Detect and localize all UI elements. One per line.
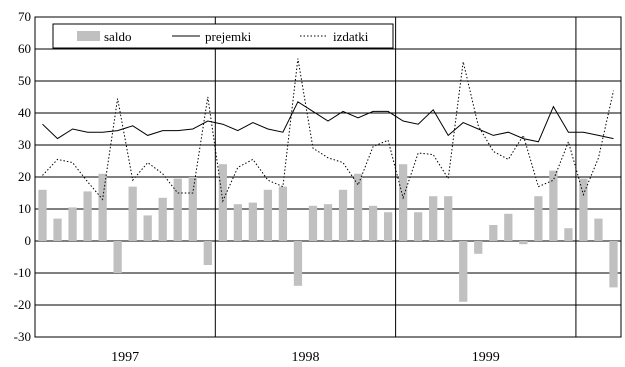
year-label: 1998	[291, 350, 319, 365]
plot-frame	[34, 16, 622, 338]
saldo-bar	[549, 170, 558, 241]
y-tick-label: -20	[14, 297, 31, 312]
y-axis-ticks: -30 -20 -10 0 10 20 30 40 50 60 70	[14, 9, 31, 344]
year-separators	[214, 17, 577, 337]
year-label: 1997	[111, 350, 139, 365]
y-tick-label: 10	[18, 201, 31, 216]
y-tick-label: 60	[18, 41, 31, 56]
saldo-bar	[248, 202, 258, 241]
saldo-bar	[398, 164, 408, 241]
saldo-bar	[278, 186, 288, 241]
saldo-bar	[474, 241, 483, 254]
saldo-bar	[173, 178, 182, 241]
saldo-bar	[444, 196, 453, 241]
saldo-bar	[218, 164, 227, 241]
saldo-bar	[564, 228, 573, 241]
saldo-bar	[519, 241, 528, 245]
legend: saldo prejemki izdatki	[52, 23, 394, 49]
legend-label-prejemki: prejemki	[205, 29, 252, 44]
saldo-bar	[489, 225, 498, 241]
saldo-bar	[68, 207, 77, 241]
y-tick-label: 40	[18, 105, 31, 120]
x-axis-year-labels: 1997 1998 1999	[111, 350, 500, 365]
saldo-bar	[293, 241, 303, 286]
series-lines	[42, 58, 614, 203]
saldo-bar	[414, 212, 423, 241]
legend-label-saldo: saldo	[104, 29, 131, 44]
saldo-bar	[368, 205, 378, 241]
saldo-bar	[383, 212, 393, 241]
saldo-bar	[609, 241, 618, 288]
y-tick-label: 0	[25, 233, 32, 248]
saldo-bar	[38, 189, 47, 241]
saldo-bar	[594, 218, 603, 241]
saldo-bar	[323, 204, 333, 241]
saldo-bar	[429, 196, 438, 241]
saldo-bar	[203, 241, 212, 265]
saldo-bar	[338, 189, 348, 241]
saldo-bar	[579, 178, 588, 241]
saldo-bar	[143, 215, 152, 241]
saldo-bar	[504, 213, 513, 241]
saldo-bar	[534, 196, 543, 241]
saldo-bar	[459, 241, 468, 302]
y-tick-label: 30	[18, 137, 31, 152]
y-tick-label: -10	[14, 265, 31, 280]
saldo-bar	[98, 173, 107, 241]
y-tick-label: 50	[18, 73, 31, 88]
legend-label-izdatki: izdatki	[333, 29, 369, 44]
saldo-bar	[83, 191, 92, 241]
y-tick-label: 20	[18, 169, 31, 184]
saldo-bar	[113, 241, 122, 273]
izdatki-line	[42, 58, 614, 203]
y-tick-label: 70	[18, 9, 31, 24]
saldo-bar	[233, 204, 242, 241]
gridlines	[35, 16, 621, 338]
legend-box	[52, 23, 394, 49]
legend-swatch-saldo	[77, 31, 100, 41]
saldo-bar	[263, 189, 273, 241]
y-tick-label: -30	[14, 329, 31, 344]
saldo-bar	[188, 177, 197, 241]
saldo-bar	[128, 186, 137, 241]
year-label: 1999	[472, 350, 500, 365]
saldo-bar	[353, 173, 363, 241]
saldo-bar	[53, 218, 62, 241]
saldo-bar	[158, 197, 167, 241]
saldo-bars	[38, 164, 618, 302]
prejemki-line	[42, 101, 614, 143]
saldo-bar	[308, 205, 318, 241]
